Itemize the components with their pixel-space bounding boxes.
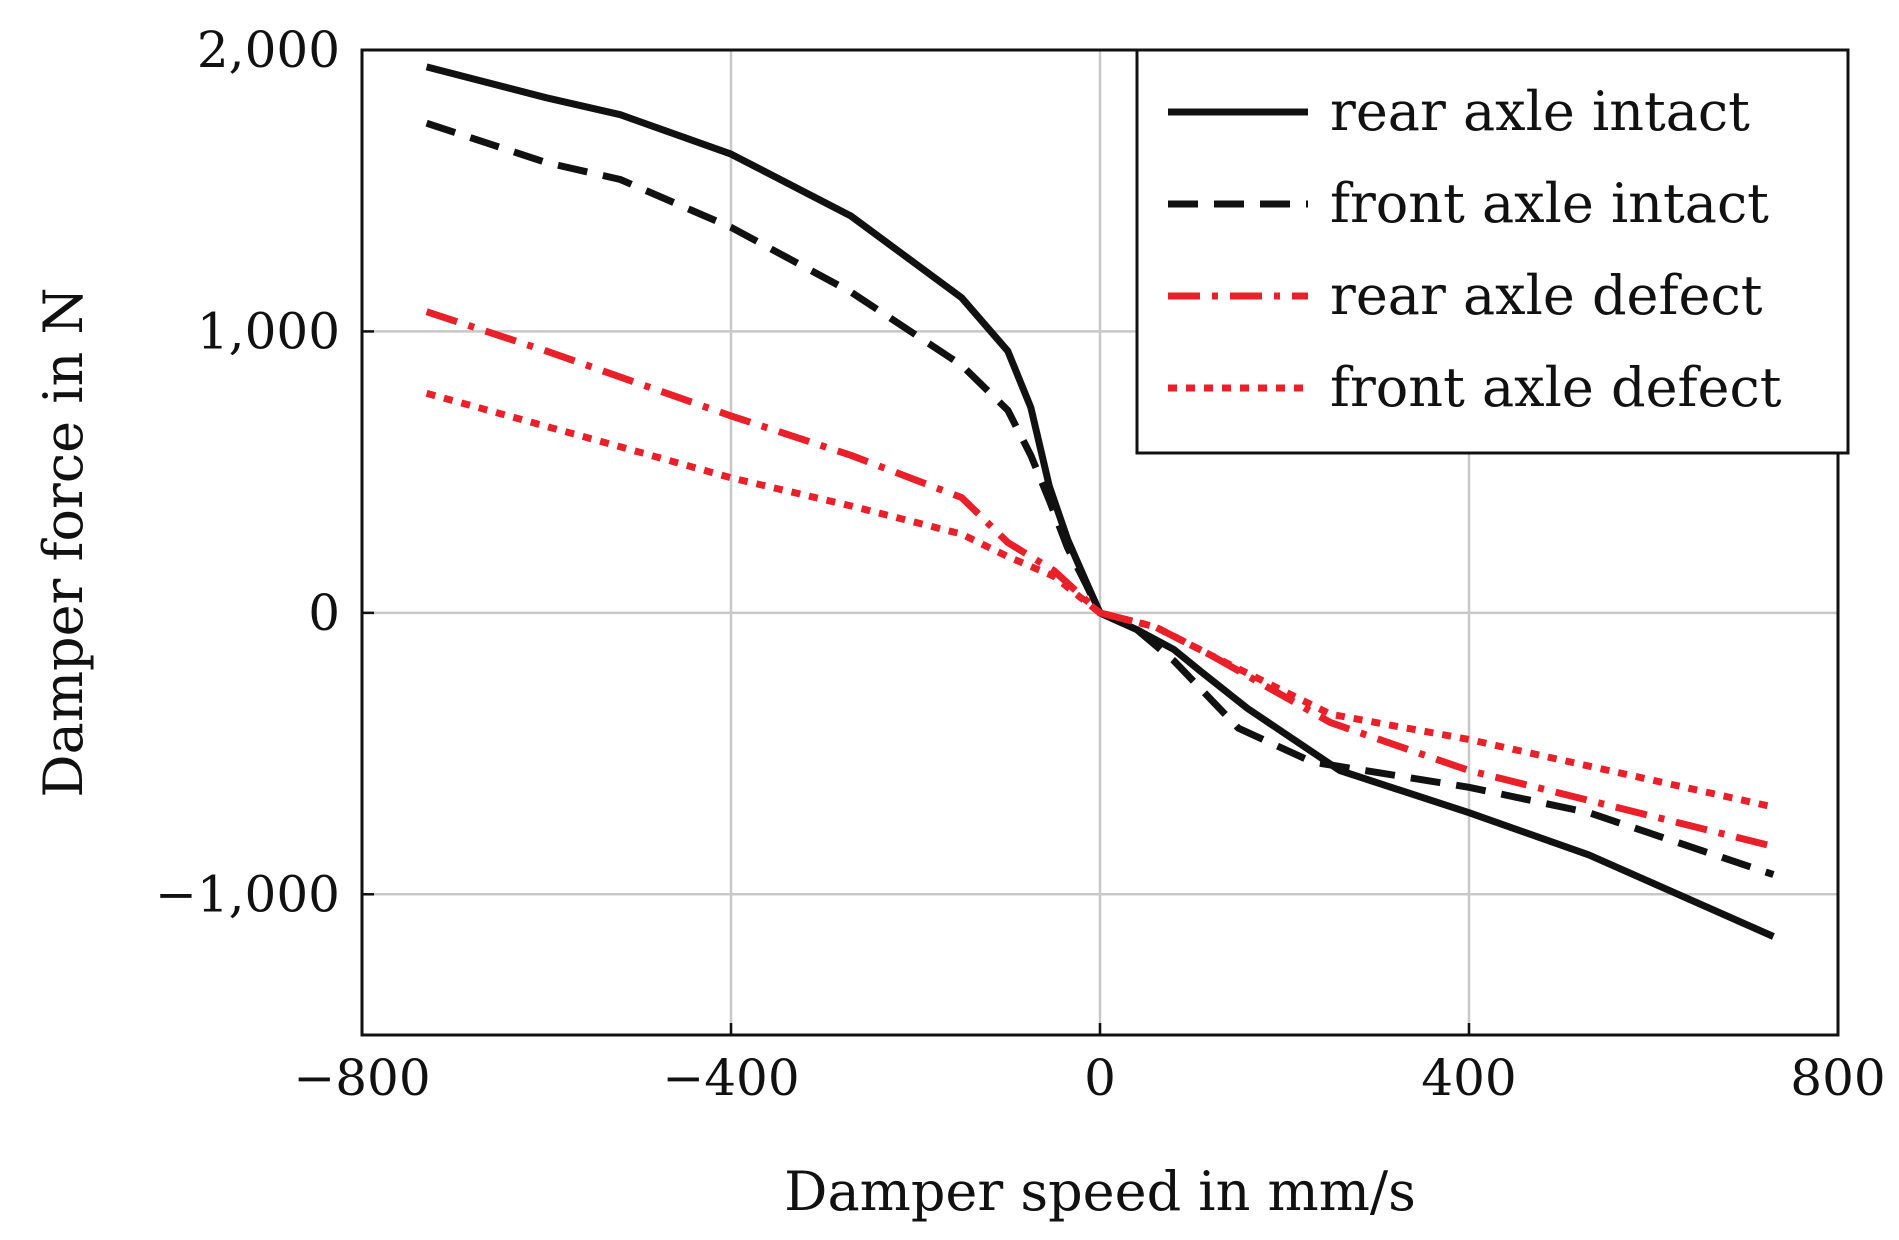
x-tick-label: −800 [293,1049,430,1107]
legend-label: rear axle intact [1330,80,1750,143]
legend-label: front axle intact [1330,172,1769,235]
x-axis-label: Damper speed in mm/s [784,1160,1416,1223]
legend-box [1135,48,1850,455]
y-tick-label: 0 [308,584,340,642]
y-tick-label: −1,000 [155,865,340,923]
series-line-rear-axle-intact [425,63,1775,940]
series-line-front-axle-intact [425,119,1775,878]
x-tick-label: 800 [1790,1049,1885,1107]
series-lines [425,63,1775,940]
x-tick-label: −400 [662,1049,799,1107]
legend-label: rear axle defect [1330,264,1763,327]
y-axis-label: Damper force in N [32,287,95,797]
y-tick-label: 1,000 [197,302,340,360]
x-tick-label: 0 [1084,1049,1116,1107]
legend: rear axle intact front axle intact rear ax… [1135,48,1850,455]
y-tick-label: 2,000 [197,21,340,79]
x-tick-label: 400 [1421,1049,1516,1107]
series-line-front-axle-defect [425,389,1775,811]
series-line-rear-axle-defect [425,308,1775,850]
tick-labels: −800 −400 0 400 800 −1,000 0 1,000 2,000 [155,21,1886,1107]
legend-label: front axle defect [1330,356,1782,419]
